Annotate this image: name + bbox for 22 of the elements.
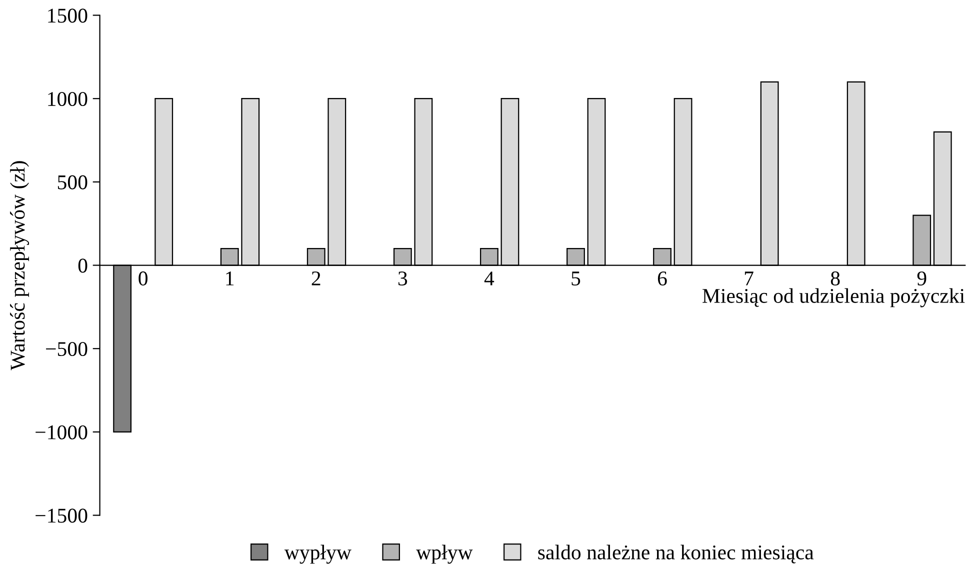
legend-label: wypływ	[284, 544, 352, 564]
x-tick-label: 5	[572, 272, 580, 286]
x-tick-label: 9	[917, 271, 926, 286]
x-tick-label: 4	[484, 272, 494, 286]
y-axis-title: Wartość przepływów (zł)	[10, 161, 30, 370]
x-tick-label: 1	[226, 272, 234, 286]
y-tick-label: 500	[58, 175, 88, 190]
x-tick-label: 7	[744, 272, 754, 286]
x-tick-label: 3	[398, 271, 408, 286]
y-tick-label: −1000	[36, 425, 88, 440]
y-tick-label: 0	[78, 258, 88, 273]
x-tick-label: 0	[138, 271, 148, 286]
x-axis-title: Miesiąc od udzielenia pożyczki	[702, 288, 965, 308]
y-tick-label: −500	[46, 342, 88, 356]
x-tick-label: 6	[658, 271, 667, 286]
x-tick-label: 2	[312, 271, 320, 286]
legend-label: saldo należne na koniec miesiąca	[538, 544, 814, 564]
legend-label: wpływ	[416, 544, 473, 564]
x-tick-label: 8	[830, 271, 840, 286]
y-tick-label: 1500	[48, 8, 88, 23]
y-tick-label: −1500	[36, 508, 88, 523]
y-tick-label: 1000	[48, 92, 88, 106]
